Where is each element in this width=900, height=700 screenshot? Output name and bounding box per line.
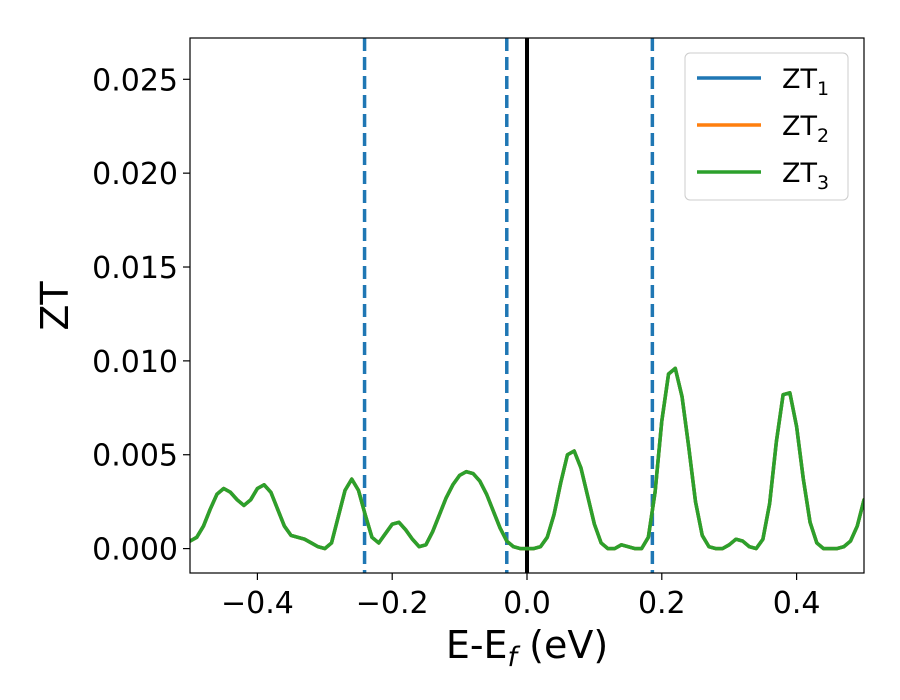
y-tick-label: 0.015 (92, 251, 178, 286)
legend-box (684, 52, 849, 201)
y-tick-label: 0.025 (92, 63, 178, 98)
legend-label-zt3: ZT3 (782, 158, 829, 194)
y-tick-label: 0.005 (92, 439, 178, 474)
y-tick-label: 0.000 (92, 533, 178, 568)
reference-lines (362, 38, 655, 573)
x-tick-label: −0.2 (356, 586, 429, 621)
y-axis-label: ZT (33, 281, 77, 331)
legend-label-zt1: ZT1 (782, 64, 829, 100)
legend: ZT1 ZT2 ZT3 (684, 52, 849, 201)
y-tick-label: 0.010 (92, 345, 178, 380)
x-tick-label: 0.0 (503, 586, 551, 621)
legend-entries: ZT1 ZT2 ZT3 (697, 64, 829, 194)
x-axis-ticks: −0.4 −0.2 0.0 0.2 0.4 (221, 573, 820, 621)
x-axis-label: E-Ef (eV) (446, 623, 608, 673)
x-tick-label: 0.2 (638, 586, 686, 621)
y-axis-ticks: 0.000 0.005 0.010 0.015 0.020 0.025 (92, 63, 190, 568)
legend-label-zt2: ZT2 (782, 111, 829, 147)
x-tick-label: 0.4 (773, 586, 821, 621)
series-line-zt3 (190, 366, 864, 551)
series-lines (190, 366, 864, 551)
y-tick-label: 0.020 (92, 157, 178, 192)
x-tick-label: −0.4 (221, 586, 294, 621)
